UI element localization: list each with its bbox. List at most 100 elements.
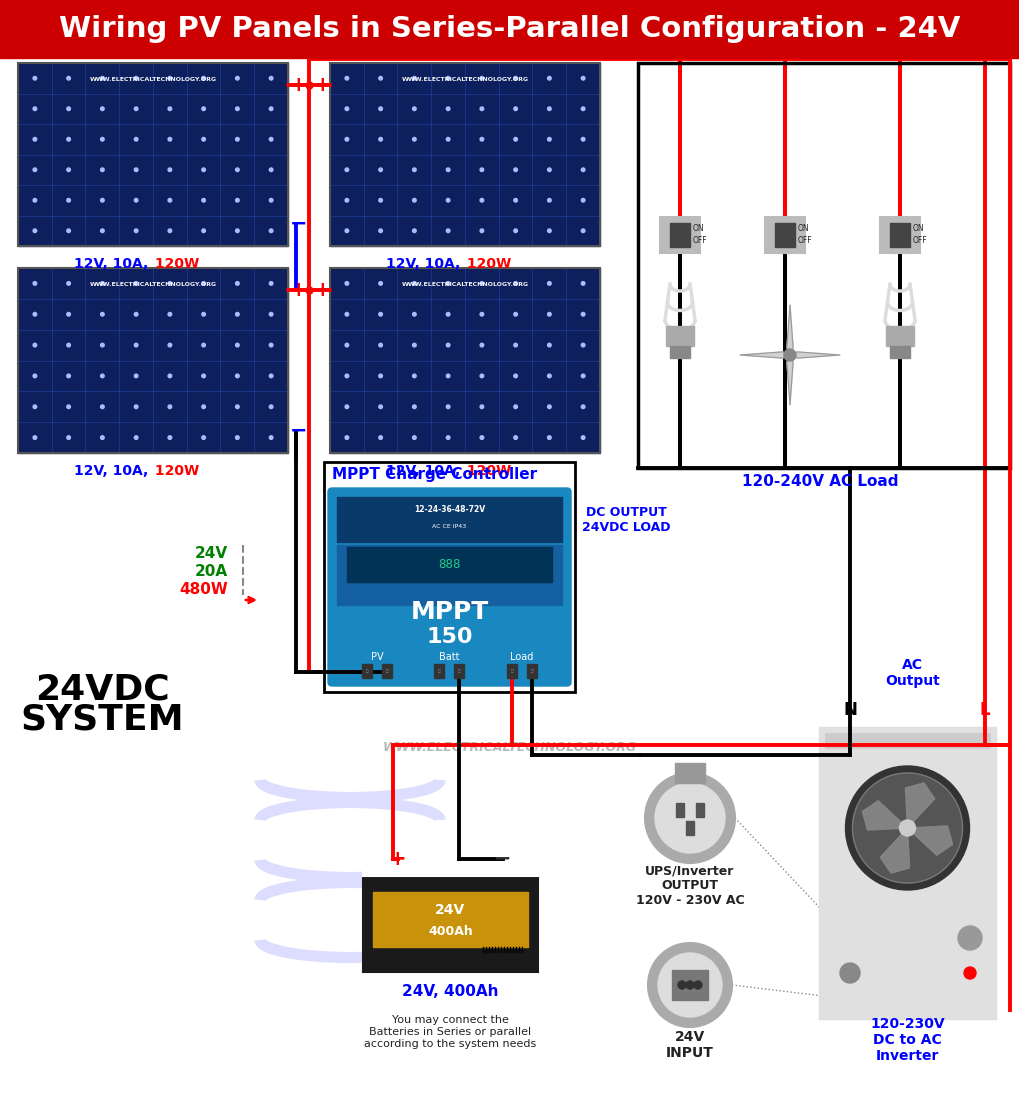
Circle shape xyxy=(67,312,70,316)
Circle shape xyxy=(344,374,348,377)
Circle shape xyxy=(235,107,238,111)
Circle shape xyxy=(412,436,416,439)
Text: 400Ah: 400Ah xyxy=(428,925,473,938)
Circle shape xyxy=(33,374,37,377)
Text: Load: Load xyxy=(510,652,533,662)
Circle shape xyxy=(344,343,348,346)
Circle shape xyxy=(67,198,70,202)
Circle shape xyxy=(135,374,138,377)
Bar xyxy=(373,892,528,947)
Bar xyxy=(330,268,599,453)
Circle shape xyxy=(202,198,205,202)
Circle shape xyxy=(446,198,449,202)
Circle shape xyxy=(135,107,138,111)
Text: 888: 888 xyxy=(438,558,461,571)
Circle shape xyxy=(101,374,104,377)
Circle shape xyxy=(344,282,348,285)
Circle shape xyxy=(899,820,915,836)
Circle shape xyxy=(101,107,104,111)
Text: 120W: 120W xyxy=(462,257,511,271)
Circle shape xyxy=(514,77,517,80)
Text: 12-24-36-48-72V: 12-24-36-48-72V xyxy=(414,506,485,515)
Circle shape xyxy=(412,77,416,80)
Circle shape xyxy=(446,436,449,439)
Circle shape xyxy=(514,229,517,232)
Circle shape xyxy=(33,168,37,172)
Text: 24V: 24V xyxy=(195,546,228,561)
Circle shape xyxy=(344,198,348,202)
Circle shape xyxy=(480,229,483,232)
Circle shape xyxy=(101,229,104,232)
Circle shape xyxy=(581,168,584,172)
Circle shape xyxy=(480,374,483,377)
Circle shape xyxy=(547,77,550,80)
Bar xyxy=(363,872,537,972)
Circle shape xyxy=(514,312,517,316)
Circle shape xyxy=(67,229,70,232)
Bar xyxy=(18,63,287,246)
Circle shape xyxy=(581,77,584,80)
Bar xyxy=(18,268,287,453)
Circle shape xyxy=(344,229,348,232)
Circle shape xyxy=(581,374,584,377)
Circle shape xyxy=(581,138,584,141)
Circle shape xyxy=(378,198,382,202)
Text: ⬜: ⬜ xyxy=(530,669,533,673)
Text: 120-240V AC Load: 120-240V AC Load xyxy=(741,474,898,490)
Text: OFF: OFF xyxy=(912,235,926,244)
Text: +: + xyxy=(289,280,308,300)
Circle shape xyxy=(480,198,483,202)
Circle shape xyxy=(547,343,550,346)
Text: 24V: 24V xyxy=(435,903,465,917)
Circle shape xyxy=(235,343,238,346)
Circle shape xyxy=(33,436,37,439)
Circle shape xyxy=(480,77,483,80)
Circle shape xyxy=(547,168,550,172)
Circle shape xyxy=(202,436,205,439)
Circle shape xyxy=(202,405,205,408)
Circle shape xyxy=(480,312,483,316)
Circle shape xyxy=(378,77,382,80)
Circle shape xyxy=(235,405,238,408)
Bar xyxy=(879,217,919,253)
Circle shape xyxy=(269,374,273,377)
Circle shape xyxy=(845,766,968,890)
Text: MPPT Charge Controller: MPPT Charge Controller xyxy=(331,466,537,482)
Circle shape xyxy=(344,168,348,172)
Circle shape xyxy=(784,349,795,361)
Circle shape xyxy=(101,168,104,172)
Text: +: + xyxy=(314,75,331,95)
Text: 120W: 120W xyxy=(150,464,199,478)
Text: AC CE IP43: AC CE IP43 xyxy=(432,525,466,529)
Bar xyxy=(686,821,693,835)
Circle shape xyxy=(480,343,483,346)
Circle shape xyxy=(202,229,205,232)
Bar xyxy=(324,462,575,692)
Circle shape xyxy=(412,374,416,377)
Bar xyxy=(18,268,287,453)
Circle shape xyxy=(693,981,701,989)
Circle shape xyxy=(446,138,449,141)
Text: ⬜: ⬜ xyxy=(458,669,460,673)
Bar xyxy=(637,63,1009,468)
Polygon shape xyxy=(861,801,907,830)
Circle shape xyxy=(168,282,171,285)
Bar xyxy=(665,326,693,346)
Circle shape xyxy=(412,229,416,232)
Circle shape xyxy=(269,138,273,141)
Circle shape xyxy=(101,312,104,316)
Circle shape xyxy=(135,77,138,80)
Bar xyxy=(824,733,989,748)
Circle shape xyxy=(412,312,416,316)
Circle shape xyxy=(168,198,171,202)
Circle shape xyxy=(840,962,859,983)
Circle shape xyxy=(202,168,205,172)
Circle shape xyxy=(344,138,348,141)
Text: +: + xyxy=(389,849,407,869)
Bar xyxy=(774,223,794,248)
Circle shape xyxy=(344,107,348,111)
Circle shape xyxy=(269,405,273,408)
Circle shape xyxy=(514,168,517,172)
Circle shape xyxy=(168,405,171,408)
Circle shape xyxy=(480,138,483,141)
